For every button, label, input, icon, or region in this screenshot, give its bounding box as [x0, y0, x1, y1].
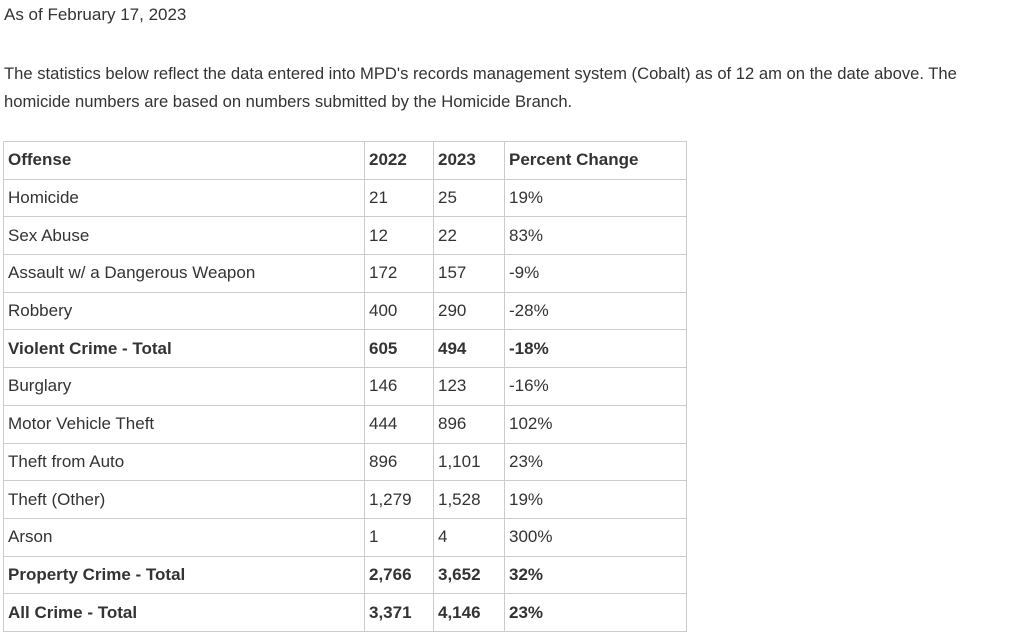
table-cell: 83% — [504, 216, 687, 256]
stats-table: Offense 2022 2023 Percent Change Homicide 21… — [3, 141, 687, 632]
column-header: Offense — [3, 141, 365, 180]
table-cell: -16% — [504, 367, 687, 406]
table-cell: 146 — [364, 367, 434, 406]
table-cell: 4,146 — [433, 593, 505, 632]
table-cell: Burglary — [3, 367, 365, 406]
table-cell: 494 — [433, 329, 505, 369]
table-cell: 22 — [433, 216, 505, 256]
table-cell: 19% — [504, 178, 687, 218]
table-cell: 605 — [364, 329, 434, 369]
table-cell: Motor Vehicle Theft — [3, 404, 365, 444]
table-body: Homicide 21 25 19% Sex Abuse 12 22 83% Assault w… — [3, 178, 687, 632]
table-cell: All Crime - Total — [3, 593, 365, 632]
table-cell: Property Crime - Total — [3, 555, 365, 595]
table-row: Sex Abuse 12 22 83% — [3, 216, 687, 256]
table-cell: Theft (Other) — [3, 480, 365, 519]
table-cell: 3,652 — [433, 555, 505, 595]
table-cell: Theft from Auto — [3, 442, 365, 482]
table-cell: Arson — [3, 517, 365, 557]
table-cell: 1,279 — [364, 480, 434, 519]
column-header: 2022 — [364, 141, 434, 180]
header-row: Offense 2022 2023 Percent Change — [3, 141, 687, 180]
table-cell: 2,766 — [364, 555, 434, 595]
table-cell: 4 — [433, 517, 505, 557]
table-row: Motor Vehicle Theft 444 896 102% — [3, 404, 687, 444]
table-cell: Violent Crime - Total — [3, 329, 365, 369]
table-cell: -9% — [504, 254, 687, 293]
table-row: All Crime - Total 3,371 4,146 23% — [3, 593, 687, 632]
table-row: Assault w/ a Dangerous Weapon 172 157 -9% — [3, 254, 687, 293]
table-row: Violent Crime - Total 605 494 -18% — [3, 329, 687, 369]
table-row: Arson 1 4 300% — [3, 517, 687, 557]
table-cell: 300% — [504, 517, 687, 557]
table-cell: 123 — [433, 367, 505, 406]
table-cell: 19% — [504, 480, 687, 519]
table-cell: 32% — [504, 555, 687, 595]
table-cell: -28% — [504, 291, 687, 331]
table-cell: 102% — [504, 404, 687, 444]
table-row: Theft (Other) 1,279 1,528 19% — [3, 480, 687, 519]
table-head: Offense 2022 2023 Percent Change — [3, 141, 687, 180]
table-cell: Robbery — [3, 291, 365, 331]
table-cell: 21 — [364, 178, 434, 218]
table-cell: -18% — [504, 329, 687, 369]
column-header: 2023 — [433, 141, 505, 180]
table-cell: 12 — [364, 216, 434, 256]
table-cell: 896 — [364, 442, 434, 482]
column-header: Percent Change — [504, 141, 687, 180]
table-cell: 444 — [364, 404, 434, 444]
table-cell: Assault w/ a Dangerous Weapon — [3, 254, 365, 293]
table-cell: 400 — [364, 291, 434, 331]
table-row: Robbery 400 290 -28% — [3, 291, 687, 331]
table-cell: 157 — [433, 254, 505, 293]
table-cell: Sex Abuse — [3, 216, 365, 256]
table-cell: 1,528 — [433, 480, 505, 519]
table-cell: 25 — [433, 178, 505, 218]
table-row: Homicide 21 25 19% — [3, 178, 687, 218]
table-cell: Homicide — [3, 178, 365, 218]
date: As of February 17, 2023 — [4, 5, 187, 24]
table-cell: 290 — [433, 291, 505, 331]
table-cell: 1,101 — [433, 442, 505, 482]
table-cell: 3,371 — [364, 593, 434, 632]
table-cell: 23% — [504, 442, 687, 482]
table-row: Theft from Auto 896 1,101 23% — [3, 442, 687, 482]
table-row: Property Crime - Total 2,766 3,652 32% — [3, 555, 687, 595]
table-cell: 23% — [504, 593, 687, 632]
table-cell: 1 — [364, 517, 434, 557]
table-cell: 172 — [364, 254, 434, 293]
description: The statistics below reflect the data en… — [4, 64, 957, 111]
table-cell: 896 — [433, 404, 505, 444]
table-row: Burglary 146 123 -16% — [3, 367, 687, 406]
